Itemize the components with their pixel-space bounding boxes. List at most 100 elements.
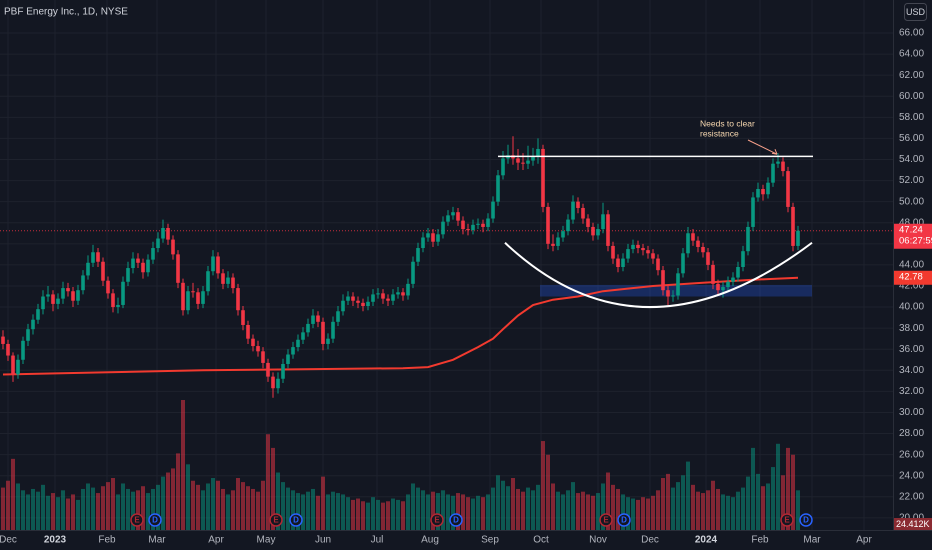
candle-body xyxy=(26,329,30,341)
candle-body xyxy=(166,228,170,240)
volume-bar xyxy=(51,493,55,530)
volume-bar xyxy=(606,472,610,530)
candle-body xyxy=(471,224,475,231)
candle-body xyxy=(436,234,440,242)
volume-bar xyxy=(741,487,745,530)
event-label[interactable]: D xyxy=(803,516,809,525)
volume-bar xyxy=(626,497,630,530)
candle-body xyxy=(36,309,40,320)
volume-label-box xyxy=(894,518,932,530)
volume-bar xyxy=(521,491,525,530)
candle-body xyxy=(346,296,350,301)
currency-label[interactable]: USD xyxy=(906,7,926,17)
x-tick-label: Mar xyxy=(803,535,821,546)
candle-body xyxy=(591,226,595,236)
y-tick-label: 30.00 xyxy=(899,407,924,418)
candle-body xyxy=(606,214,610,246)
volume-bar xyxy=(491,487,495,530)
event-marker[interactable] xyxy=(617,513,631,527)
candle-body xyxy=(796,230,800,246)
candle-body xyxy=(561,231,565,238)
event-label[interactable]: D xyxy=(621,516,627,525)
event-marker[interactable] xyxy=(130,513,144,527)
candle-body xyxy=(126,268,130,282)
event-label[interactable]: E xyxy=(603,516,609,525)
candle-body xyxy=(531,156,535,161)
candle-body xyxy=(741,251,745,268)
event-marker[interactable] xyxy=(599,513,613,527)
event-marker[interactable] xyxy=(148,513,162,527)
candle-body xyxy=(236,288,240,311)
candle-body xyxy=(566,219,570,232)
event-label[interactable]: E xyxy=(273,516,279,525)
event-marker[interactable] xyxy=(449,513,463,527)
event-label[interactable]: E xyxy=(784,516,790,525)
y-tick-label: 26.00 xyxy=(899,449,924,460)
volume-bar xyxy=(121,483,125,530)
candle-body xyxy=(221,273,225,284)
candle-body xyxy=(106,280,110,294)
candle-body xyxy=(541,148,545,207)
event-label[interactable]: D xyxy=(293,516,299,525)
event-marker[interactable] xyxy=(780,513,794,527)
candle-body xyxy=(626,249,630,259)
candle-body xyxy=(496,175,500,202)
candle-body xyxy=(86,262,90,276)
volume-bar xyxy=(206,483,210,530)
price-label-box xyxy=(894,270,932,285)
volume-bar xyxy=(166,472,170,530)
currency-button[interactable] xyxy=(904,3,927,21)
candle-body xyxy=(201,291,205,304)
volume-bar xyxy=(306,491,310,530)
candle-body xyxy=(251,338,255,347)
event-marker[interactable] xyxy=(269,513,283,527)
volume-bar xyxy=(391,498,395,530)
x-tick-label: Dec xyxy=(641,535,659,546)
volume-bar xyxy=(291,490,295,530)
volume-bar xyxy=(756,473,760,530)
candle-body xyxy=(276,378,280,389)
event-label[interactable]: D xyxy=(152,516,158,525)
volume-bar xyxy=(201,490,205,530)
event-label[interactable]: E xyxy=(134,516,140,525)
volume-bar xyxy=(351,499,355,530)
event-label[interactable]: E xyxy=(434,516,440,525)
volume-bar xyxy=(126,488,130,530)
volume-bar xyxy=(666,473,670,530)
volume-bar xyxy=(616,488,620,530)
x-tick-label: Feb xyxy=(98,535,116,546)
volume-bar xyxy=(346,497,350,530)
volume-bar xyxy=(596,493,600,530)
volume-bar xyxy=(96,493,100,530)
event-label[interactable]: D xyxy=(453,516,459,525)
volume-bar xyxy=(631,498,635,530)
candle-body xyxy=(336,311,340,322)
event-marker[interactable] xyxy=(799,513,813,527)
candle-body xyxy=(321,321,325,344)
volume-bar xyxy=(256,491,260,530)
price-label: 42.78 xyxy=(899,271,923,282)
candle-body xyxy=(461,220,465,230)
candle-body xyxy=(791,206,795,246)
event-marker[interactable] xyxy=(430,513,444,527)
volume-bar xyxy=(11,458,15,530)
volume-bar xyxy=(531,490,535,530)
volume-bar xyxy=(86,483,90,530)
volume-bar xyxy=(611,484,615,530)
volume-bar xyxy=(276,472,280,530)
volume-bar xyxy=(421,490,425,530)
y-tick-label: 56.00 xyxy=(899,133,924,144)
candle-body xyxy=(576,201,580,208)
candle-body xyxy=(46,294,50,297)
x-tick-label: Feb xyxy=(751,535,769,546)
volume-bar xyxy=(686,461,690,530)
volume-bar xyxy=(641,497,645,530)
volume-bar xyxy=(496,475,500,530)
volume-bar xyxy=(181,400,185,530)
candle-body xyxy=(421,237,425,249)
x-tick-label: Sep xyxy=(481,535,499,546)
volume-bar xyxy=(246,486,250,530)
event-marker[interactable] xyxy=(289,513,303,527)
volume-bar xyxy=(796,490,800,530)
